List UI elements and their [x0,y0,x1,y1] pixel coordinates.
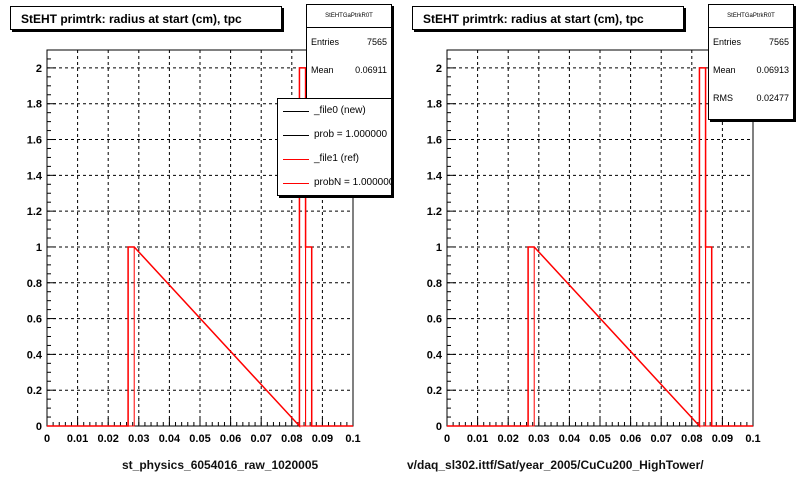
y-tick-label: 0.2 [27,385,42,397]
y-tick-label: 1.8 [27,99,42,111]
histogram-bin [705,246,713,427]
y-tick-label: 0.8 [27,278,42,290]
y-tick-label: 0.4 [27,349,43,361]
x-tick-label: 0.01 [67,433,88,445]
y-tick-label: 2 [36,63,42,75]
x-tick-label: 0.07 [650,433,671,445]
x-tick-label: 0.04 [559,433,581,445]
stats-value: 7565 [366,37,387,47]
stats-row-mean: Mean 0.06913 [709,56,793,84]
histogram-bin [527,246,535,427]
histogram-chart-right: 0 0.01 0.02 0.03 0.04 0.05 0.06 0.07 0.08 0.09 0.1… [427,49,761,445]
y-tick-label: 1.2 [427,206,442,218]
x-tick-label: 0 [444,433,450,445]
stats-box: StEHTGaPtrkR0T Entries 7565 Mean 0.06911 [306,4,392,100]
stats-value: 0.02477 [756,93,789,103]
legend-label: _file1 (ref) [314,153,360,164]
stats-row-entries: Entries 7565 [307,28,391,56]
y-tick-label: 0.4 [427,349,443,361]
legend-label: prob = 1.000000 [314,129,388,140]
legend-line-ref [283,159,309,160]
legend-item: prob = 1.000000 [278,123,391,147]
legend-item: probN = 1.000000 [278,171,391,195]
x-tick-label: 0.01 [467,433,488,445]
y-tick-label: 0.2 [427,385,442,397]
legend-line-prob [283,135,309,136]
stats-label: Entries [311,37,340,47]
stats-row-entries: Entries 7565 [709,28,793,56]
stats-box-name: StEHTGaPtrkR0T [709,5,793,28]
x-tick-label: 0.02 [97,433,118,445]
legend-item: _file0 (new) [278,99,391,123]
histogram-bin [127,246,135,427]
y-tick-label: 0 [36,421,42,433]
y-tick-label: 1.4 [427,170,443,182]
legend-label: probN = 1.000000 [314,177,392,188]
x-tick-label: 0.1 [345,433,360,445]
stats-value: 7565 [768,37,789,47]
y-tick-label: 1 [436,242,442,254]
chart-title: StEHT primtrk: radius at start (cm), tpc [412,6,684,30]
x-tick-label: 0.04 [159,433,181,445]
x-tick-label: 0.03 [128,433,149,445]
y-tick-label: 1.6 [27,135,42,147]
legend-line-probn [283,183,309,184]
x-tick-label: 0.03 [528,433,549,445]
x-tick-label: 0 [44,433,50,445]
stats-value: 0.06913 [756,65,789,75]
y-tick-label: 1.8 [427,99,442,111]
x-tick-label: 0.07 [250,433,271,445]
x-tick-label: 0.02 [497,433,518,445]
chart-title: StEHT primtrk: radius at start (cm), tpc [10,6,282,30]
stats-label: Mean [311,65,334,75]
y-tick-label: 1.4 [27,170,43,182]
legend-item: _file1 (ref) [278,147,391,171]
x-tick-label: 0.06 [220,433,241,445]
stats-label: Mean [713,65,736,75]
y-tick-label: 0.8 [427,278,442,290]
x-tick-label: 0.09 [312,433,333,445]
histogram-panel-right: 0 0.01 0.02 0.03 0.04 0.05 0.06 0.07 0.08 0.09 0.1… [400,0,800,472]
histogram-bin [305,246,313,427]
x-axis-label: v/daq_sl302.ittf/Sat/year_2005/CuCu200_H… [407,458,704,472]
y-tick-label: 1 [36,242,42,254]
stats-value: 0.06911 [355,65,387,75]
x-tick-label: 0.1 [745,433,760,445]
stats-row-rms: RMS 0.02477 [709,84,793,112]
x-axis-label: st_physics_6054016_raw_1020005 [122,458,319,472]
x-tick-label: 0.08 [681,433,702,445]
legend: _file0 (new) prob = 1.000000 _file1 (ref… [277,98,392,196]
stats-label: RMS [713,93,733,103]
x-tick-label: 0.05 [589,433,610,445]
stats-row-mean: Mean 0.06911 [307,56,391,84]
y-tick-label: 0.6 [27,314,42,326]
x-tick-label: 0.09 [712,433,733,445]
stats-label: Entries [713,37,742,47]
x-tick-label: 0.08 [281,433,302,445]
stats-box-name: StEHTGaPtrkR0T [307,5,391,28]
y-tick-label: 1.2 [27,206,42,218]
legend-label: _file0 (new) [314,105,366,116]
y-tick-label: 1.6 [427,135,442,147]
x-tick-label: 0.06 [620,433,641,445]
y-tick-label: 0 [436,421,442,433]
legend-line-new [283,111,309,112]
histogram-panel-left: 0 0.01 0.02 0.03 0.04 0.05 0.06 0.07 0.08 0.09 0.1… [0,0,400,472]
y-tick-label: 2 [436,63,442,75]
stats-box: StEHTGaPtrkR0T Entries 7565 Mean 0.06913… [708,4,794,120]
x-tick-label: 0.05 [189,433,210,445]
y-tick-label: 0.6 [427,314,442,326]
